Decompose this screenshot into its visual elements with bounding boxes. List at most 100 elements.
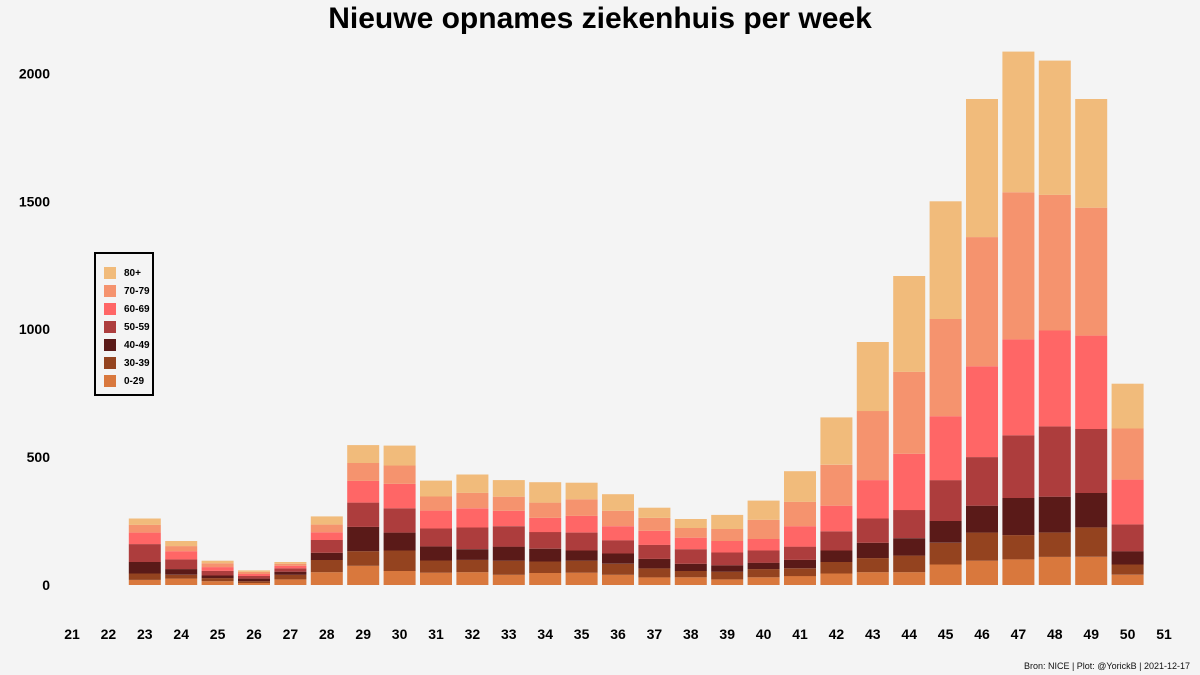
bar-segment [128, 579, 161, 585]
bar-segment [856, 542, 889, 559]
bar-segment [529, 502, 562, 518]
legend-item: 60-69 [104, 300, 152, 318]
bar-segment [820, 531, 853, 551]
bar-segment [711, 514, 744, 529]
bar-segment [420, 510, 452, 529]
bar-segment [602, 494, 634, 511]
bar-segment [456, 508, 489, 528]
x-tick-label: 51 [1156, 626, 1172, 642]
legend-label: 60-69 [124, 303, 150, 315]
legend-item: 40-49 [104, 336, 152, 354]
bar-segment [638, 544, 671, 559]
bar-segment [529, 561, 562, 573]
bar-segment [784, 576, 816, 585]
bar-segment [347, 565, 380, 585]
bar-segment [529, 532, 562, 549]
caption: Bron: NICE | Plot: @YorickB | 2021-12-17 [1023, 661, 1190, 671]
bar-segment [383, 532, 416, 551]
bar-segment [456, 572, 489, 585]
bar-segment [674, 563, 707, 571]
bar-segment [238, 574, 270, 576]
x-tick-label: 39 [719, 626, 735, 642]
bar-segment [383, 550, 416, 571]
bar-segment [310, 516, 343, 525]
bar-segment [420, 528, 452, 547]
bar-segment [274, 565, 307, 569]
x-tick-label: 40 [756, 626, 772, 642]
bar-segment [966, 457, 998, 506]
bar-segment [238, 581, 270, 583]
legend-swatch [104, 375, 116, 387]
bar-segment [856, 518, 889, 543]
bar-segment [1038, 532, 1071, 557]
x-tick-label: 31 [428, 626, 444, 642]
x-tick-label: 43 [865, 626, 881, 642]
bar-segment [1075, 556, 1108, 585]
bar-segment [201, 578, 234, 582]
x-tick-label: 38 [683, 626, 699, 642]
bar-segment [747, 500, 780, 520]
bar-segment [274, 571, 307, 575]
bar-segment [128, 562, 161, 574]
bar-segment [420, 572, 452, 585]
legend-item: 30-39 [104, 354, 152, 372]
bar-segment [638, 568, 671, 578]
legend-label: 0-29 [124, 375, 145, 387]
bar-segment [492, 546, 525, 561]
bar-segment [893, 276, 926, 372]
bar-segment [711, 552, 744, 566]
bar-segment [638, 577, 671, 585]
y-tick-label: 0 [42, 577, 50, 593]
bar-segment [456, 474, 489, 493]
bar-segment [565, 560, 598, 573]
legend-swatch [104, 357, 116, 369]
x-tick-label: 36 [610, 626, 626, 642]
bar-segment [929, 521, 962, 543]
bar-segment [456, 492, 489, 509]
legend-item: 70-79 [104, 282, 152, 300]
bar-segment [784, 568, 816, 577]
bar-segment [1075, 492, 1108, 528]
bar-segment [674, 519, 707, 528]
legend-label: 80+ [124, 267, 141, 279]
bar-segment [310, 559, 343, 573]
bar-segment [128, 573, 161, 580]
bar-segment [274, 563, 307, 566]
bar-segment [274, 579, 307, 585]
bar-segment [929, 201, 962, 319]
bar-segment [347, 463, 380, 481]
bar-segment [966, 99, 998, 238]
bar-segment [784, 546, 816, 560]
bar-segment [638, 558, 671, 569]
bar-segment [201, 570, 234, 576]
bar-segment [1002, 559, 1035, 585]
bar-segment [893, 572, 926, 585]
bar-segment [711, 529, 744, 541]
x-tick-label: 35 [574, 626, 590, 642]
legend-swatch [104, 321, 116, 333]
chart-title: Nieuwe opnames ziekenhuis per week [328, 2, 872, 35]
x-tick-label: 28 [319, 626, 335, 642]
x-tick-label: 42 [829, 626, 845, 642]
bar-segment [1111, 383, 1144, 429]
bar-segment [1075, 335, 1108, 429]
bar-segment [456, 527, 489, 550]
y-tick-label: 500 [27, 449, 51, 465]
bar-segment [565, 499, 598, 516]
bar-segment [1111, 428, 1144, 480]
bar-segment [310, 540, 343, 553]
bar-segment [966, 505, 998, 533]
y-tick-label: 1000 [19, 321, 50, 337]
legend-item: 80+ [104, 264, 152, 282]
bar-segment [492, 526, 525, 547]
bar-segment [893, 538, 926, 556]
legend-swatch [104, 285, 116, 297]
bar-segment [784, 501, 816, 527]
bar-segment [565, 532, 598, 551]
bar-segment [820, 464, 853, 506]
bar-segment [747, 519, 780, 539]
bar-segment [638, 518, 671, 531]
bar-segment [602, 553, 634, 564]
bar-segment [820, 550, 853, 562]
bar-segment [1075, 99, 1108, 208]
